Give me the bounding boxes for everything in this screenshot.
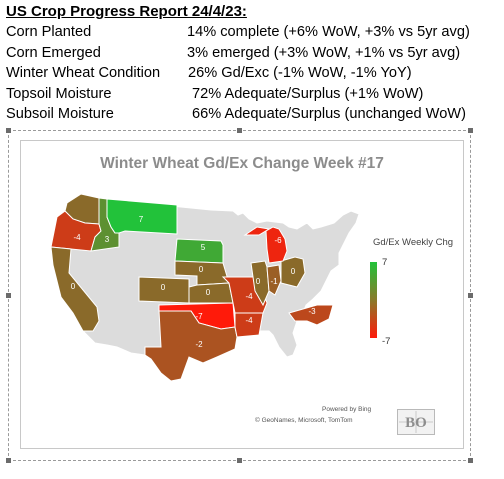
logo-text: BO <box>405 415 427 431</box>
state-label-missouri: -4 <box>245 292 253 301</box>
state-north-carolina[interactable] <box>288 304 334 326</box>
row-label: Corn Planted <box>6 24 92 40</box>
row-label: Subsoil Moisture <box>6 106 114 122</box>
state-label-texas: -2 <box>195 340 203 349</box>
state-shapes <box>50 193 334 382</box>
report-row-corn-emerged: Corn Emerged 3% emerged (+3% WoW, +1% vs… <box>6 43 496 64</box>
resize-handle-bottom-left[interactable] <box>6 458 11 463</box>
row-label: Corn Emerged <box>6 44 101 61</box>
legend-title: Gd/Ex Weekly Chg <box>373 237 454 248</box>
state-south-dakota[interactable] <box>174 238 224 264</box>
state-label-montana: 7 <box>139 215 144 224</box>
report-row-subsoil: Subsoil Moisture 66% Adequate/Surplus (u… <box>6 104 496 125</box>
state-texas[interactable] <box>144 310 238 382</box>
report-title: US Crop Progress Report 24/4/23: <box>6 3 247 20</box>
resize-handle-bottom[interactable] <box>237 458 242 463</box>
state-label-north-carolina: -3 <box>308 307 316 316</box>
legend-min-label: -7 <box>382 336 391 347</box>
resize-handle-top-right[interactable] <box>468 128 473 133</box>
resize-handle-bottom-right[interactable] <box>468 458 473 463</box>
state-label-michigan: -6 <box>274 236 282 245</box>
state-illinois[interactable] <box>250 260 270 307</box>
report-row-corn-planted: Corn Planted 14% complete (+6% WoW, +3% … <box>6 22 496 43</box>
bo-logo: BO <box>397 409 435 435</box>
state-label-indiana: -1 <box>270 277 278 286</box>
state-arkansas[interactable] <box>234 312 264 338</box>
state-label-arkansas: -4 <box>245 316 253 325</box>
resize-handle-top[interactable] <box>237 128 242 133</box>
state-indiana[interactable] <box>266 264 282 296</box>
state-label-illinois: 0 <box>256 277 261 286</box>
map-chart[interactable]: Winter Wheat Gd/Ex Change Week #17 -4 3 7 0… <box>20 140 464 449</box>
state-kansas[interactable] <box>188 282 234 304</box>
bing-credit: Powered by Bing <box>322 406 372 413</box>
row-label: Topsoil Moisture <box>6 85 112 102</box>
state-label-south-dakota: 5 <box>201 243 206 252</box>
state-ohio[interactable] <box>280 256 306 288</box>
state-label-ohio: 0 <box>291 267 296 276</box>
map-title: Winter Wheat Gd/Ex Change Week #17 <box>100 155 384 172</box>
row-label: Winter Wheat Condition <box>6 65 161 81</box>
state-michigan[interactable] <box>243 226 288 264</box>
map-data-credit: © GeoNames, Microsoft, TomTom <box>255 417 353 424</box>
row-value: 26% Gd/Exc (-1% WoW, -1% YoY) <box>188 65 412 81</box>
resize-handle-right[interactable] <box>468 293 473 298</box>
resize-handle-top-left[interactable] <box>6 128 11 133</box>
legend-color-scale <box>370 262 377 338</box>
resize-handle-left[interactable] <box>6 293 11 298</box>
state-label-colorado: 0 <box>161 283 166 292</box>
row-value: 72% Adequate/Surplus (+1% WoW) <box>192 85 424 102</box>
report-row-winter-wheat: Winter Wheat Condition 26% Gd/Exc (-1% W… <box>6 63 496 84</box>
report-row-topsoil: Topsoil Moisture 72% Adequate/Surplus (+… <box>6 84 496 105</box>
state-montana[interactable] <box>106 198 178 235</box>
state-label-california: 0 <box>71 282 76 291</box>
row-value: 14% complete (+6% WoW, +3% vs 5yr avg) <box>187 24 470 40</box>
row-value: 66% Adequate/Surplus (unchanged WoW) <box>192 106 466 122</box>
state-label-oregon: -4 <box>73 233 81 242</box>
state-california[interactable] <box>50 246 100 332</box>
crop-progress-report: US Crop Progress Report 24/4/23: Corn Pl… <box>6 2 496 125</box>
state-label-idaho: 3 <box>105 235 110 244</box>
state-label-kansas: 0 <box>206 288 211 297</box>
state-label-nebraska: 0 <box>199 265 204 274</box>
legend-max-label: 7 <box>382 257 388 268</box>
row-value: 3% emerged (+3% WoW, +1% vs 5yr avg) <box>187 44 461 61</box>
state-label-oklahoma: -7 <box>195 312 203 321</box>
